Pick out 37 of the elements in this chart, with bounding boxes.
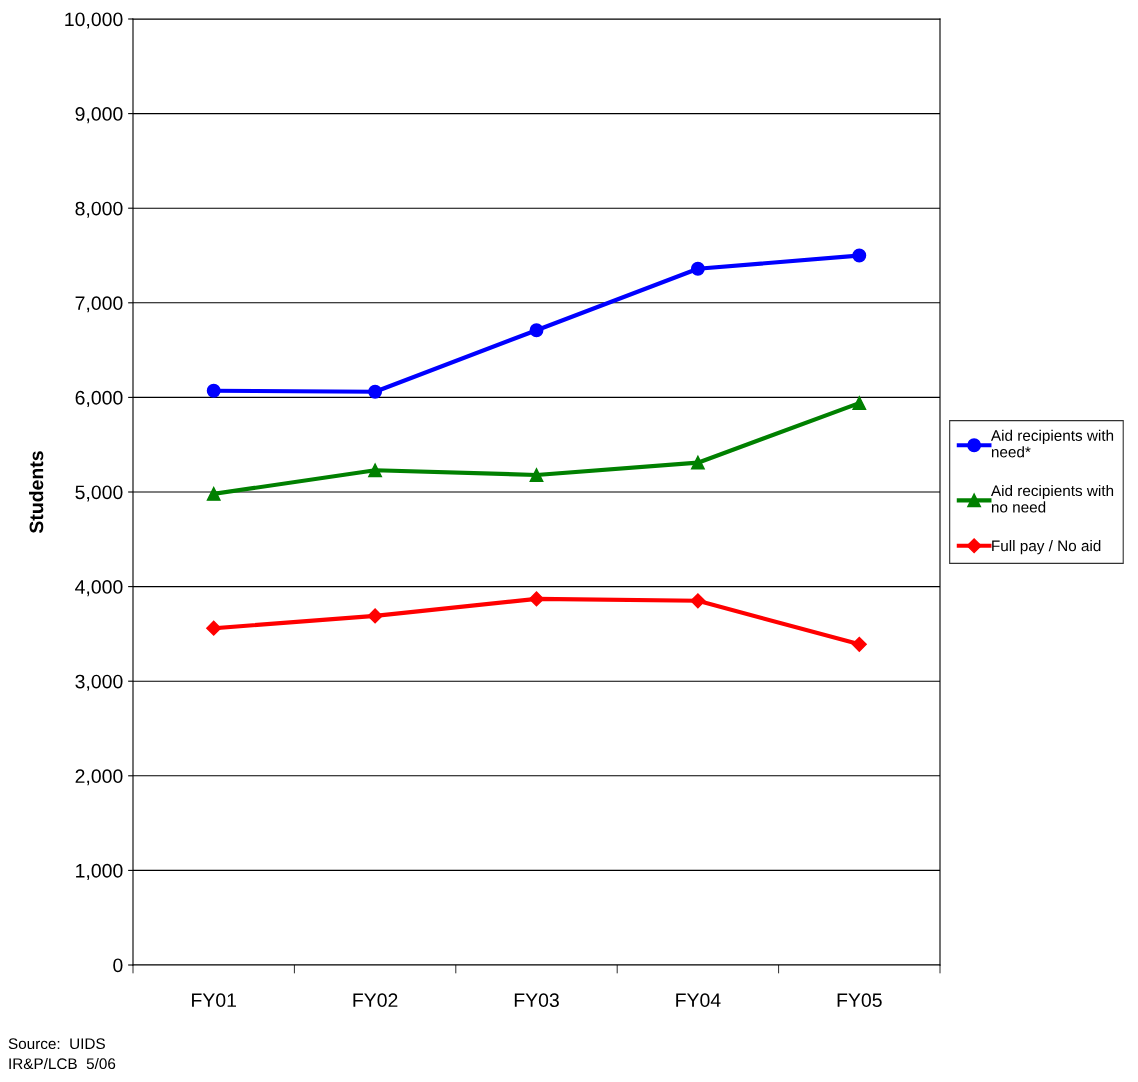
y-tick-label: 10,000 — [65, 12, 123, 29]
legend-label: Aid recipients with need* — [990, 429, 1114, 458]
y-tick-label: 0 — [113, 958, 123, 973]
point — [528, 591, 545, 607]
point — [206, 383, 221, 398]
point — [368, 463, 383, 478]
source-note: Source: UIDS — [8, 1038, 105, 1050]
point — [367, 608, 383, 624]
y-tick-label: 4,000 — [75, 580, 123, 597]
y-tick-label: 3,000 — [75, 674, 123, 691]
x-tick-label: FY01 — [192, 993, 236, 1008]
y-tick-label: 9,000 — [75, 107, 123, 124]
point — [852, 396, 867, 411]
x-tick-label: FY03 — [514, 993, 559, 1008]
y-tick-label: 7,000 — [75, 296, 123, 313]
y-tick-label: 5,000 — [75, 485, 123, 502]
y-tick-label: 6,000 — [75, 390, 123, 407]
point — [690, 455, 705, 470]
y-axis-title: Students — [29, 451, 44, 534]
x-tick-label: FY04 — [676, 993, 721, 1008]
legend-label: Full pay / No aid — [992, 540, 1101, 555]
point — [852, 248, 867, 263]
x-tick-label: FY02 — [353, 993, 398, 1008]
point — [690, 593, 706, 609]
y-tick-label: 8,000 — [75, 201, 123, 218]
point — [206, 486, 221, 501]
point — [851, 636, 867, 652]
text: IR&P/LCB 5/06 — [9, 1057, 116, 1070]
point — [368, 384, 383, 399]
point — [529, 468, 544, 482]
y-tick-label: 1,000 — [76, 863, 123, 880]
point — [529, 323, 544, 338]
point — [690, 261, 705, 276]
legend-label: Aid recipients with no need — [990, 484, 1114, 513]
y-tick-label: 2,000 — [75, 769, 123, 786]
point — [206, 620, 222, 636]
x-tick-label: FY05 — [837, 993, 882, 1008]
